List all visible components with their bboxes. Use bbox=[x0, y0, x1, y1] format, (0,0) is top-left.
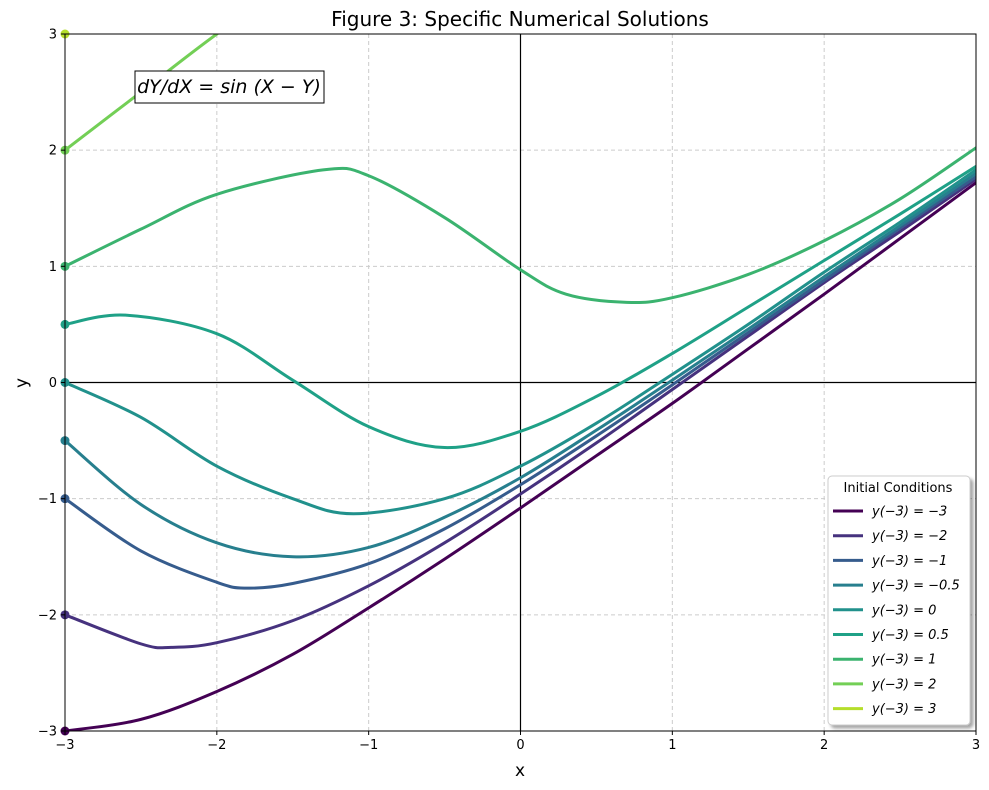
x-tick-label: 0 bbox=[516, 738, 524, 753]
y-tick-label: 0 bbox=[49, 376, 57, 391]
legend-label: y(−3) = −3 bbox=[871, 505, 947, 520]
x-tick-label: −3 bbox=[55, 738, 74, 753]
x-tick-label: 1 bbox=[668, 738, 676, 753]
x-tick-label: 3 bbox=[972, 738, 980, 753]
legend-label: y(−3) = −2 bbox=[871, 529, 947, 544]
x-tick-label: −1 bbox=[359, 738, 378, 753]
series-line bbox=[65, 146, 976, 305]
series-lines bbox=[65, 34, 976, 731]
legend-label: y(−3) = 2 bbox=[871, 677, 936, 692]
y-tick-label: −3 bbox=[38, 725, 57, 740]
x-tick-label: −2 bbox=[207, 738, 226, 753]
series-line bbox=[65, 181, 976, 731]
equation-text: dY/dX = sin (X − Y) bbox=[137, 76, 321, 98]
y-tick-label: −2 bbox=[38, 608, 57, 623]
axis-ticks: −3 −2 −1 0 1 2 3 −3 −2 −1 0 1 2 3 bbox=[38, 28, 980, 754]
x-tick-label: 2 bbox=[820, 738, 828, 753]
y-tick-label: 3 bbox=[49, 28, 57, 43]
y-tick-label: 2 bbox=[49, 144, 57, 159]
y-tick-label: 1 bbox=[49, 260, 57, 275]
legend-label: y(−3) = 0.5 bbox=[871, 628, 949, 643]
legend-label: y(−3) = 0 bbox=[871, 603, 936, 618]
legend-label: y(−3) = −0.5 bbox=[871, 579, 960, 594]
legend-items: y(−3) = −3 y(−3) = −2 y(−3) = −1 y(−3) = −0… bbox=[833, 505, 960, 717]
series-line bbox=[65, 171, 976, 559]
legend-label: y(−3) = −1 bbox=[871, 554, 947, 569]
legend-title: Initial Conditions bbox=[844, 481, 953, 496]
series-line bbox=[65, 168, 976, 516]
x-axis-label: x bbox=[515, 761, 525, 781]
series-line bbox=[65, 177, 976, 650]
series-line bbox=[65, 34, 71, 36]
legend: Initial Conditions y(−3) = −3y(−3) = −2y… bbox=[827, 475, 971, 726]
series-line bbox=[65, 34, 220, 152]
y-axis-label: y bbox=[12, 378, 32, 388]
chart-title: Figure 3: Specific Numerical Solutions bbox=[331, 7, 709, 31]
legend-label: y(−3) = 1 bbox=[871, 653, 936, 668]
legend-box bbox=[827, 475, 971, 726]
series-line bbox=[65, 164, 976, 450]
y-tick-label: −1 bbox=[38, 492, 57, 507]
legend-label: y(−3) = 3 bbox=[871, 702, 936, 717]
equation-box: dY/dX = sin (X − Y) bbox=[134, 70, 325, 104]
series-line bbox=[65, 175, 976, 590]
